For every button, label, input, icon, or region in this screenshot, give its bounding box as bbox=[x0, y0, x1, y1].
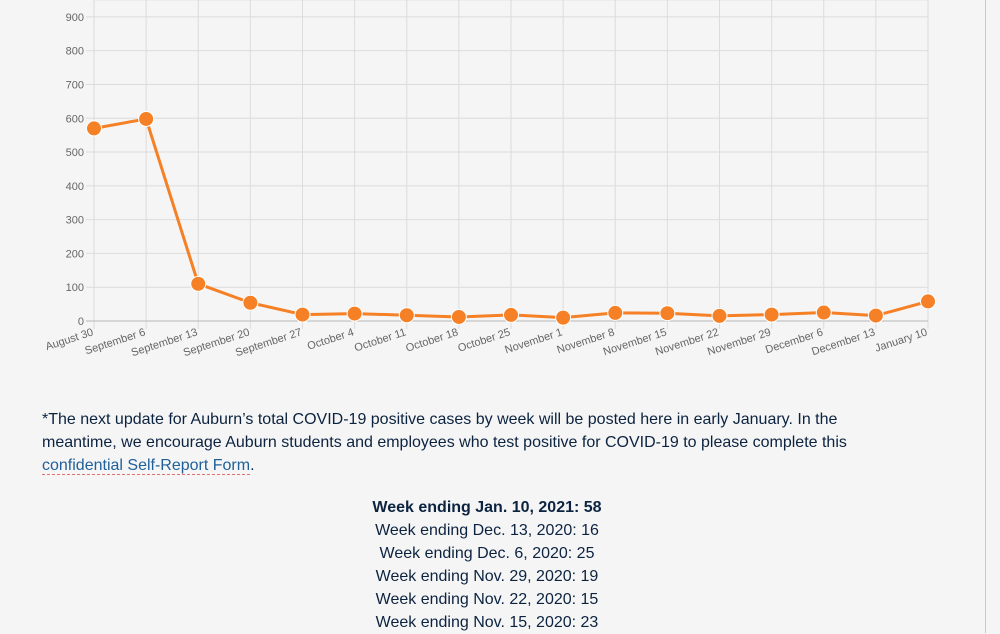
data-point bbox=[190, 275, 207, 292]
y-tick-label: 600 bbox=[66, 113, 84, 125]
y-tick-label: 500 bbox=[66, 147, 84, 159]
x-tick-label: November 1 bbox=[503, 326, 564, 356]
week-line: Week ending Nov. 29, 2020: 19 bbox=[375, 568, 599, 585]
data-point bbox=[242, 294, 259, 311]
y-tick-label: 300 bbox=[66, 215, 84, 227]
weekly-case-list: Week ending Jan. 10, 2021: 58 Week endin… bbox=[287, 496, 687, 634]
data-point bbox=[659, 305, 676, 322]
data-point bbox=[86, 120, 102, 137]
data-point bbox=[711, 307, 728, 324]
y-tick-label: 200 bbox=[66, 248, 84, 260]
data-point bbox=[763, 306, 780, 323]
x-tick-label: October 18 bbox=[404, 326, 459, 354]
data-point bbox=[607, 304, 624, 321]
data-point bbox=[346, 305, 363, 322]
x-tick-label: January 10 bbox=[873, 326, 928, 354]
update-note: *The next update for Auburn’s total COVI… bbox=[42, 408, 912, 477]
week-line: Week ending Jan. 10, 2021: 58 bbox=[372, 499, 602, 516]
x-tick-label: October 25 bbox=[456, 326, 511, 354]
y-tick-label: 100 bbox=[66, 282, 84, 294]
data-point bbox=[920, 293, 936, 310]
y-tick-label: 700 bbox=[66, 79, 84, 91]
y-tick-label: 400 bbox=[66, 181, 84, 193]
x-tick-label: October 4 bbox=[306, 326, 356, 352]
update-note-end: . bbox=[250, 457, 255, 474]
week-line: Week ending Nov. 22, 2020: 15 bbox=[375, 591, 599, 608]
cases-series bbox=[86, 110, 936, 326]
y-tick-label: 900 bbox=[66, 12, 84, 24]
y-axis-tick-labels: 0 100 200 300 400 500 600 700 800 900 bbox=[66, 12, 84, 328]
data-point bbox=[555, 309, 572, 326]
data-point bbox=[294, 306, 311, 323]
data-point bbox=[503, 306, 519, 323]
covid-cases-line-chart: 0 100 200 300 400 500 600 700 800 900 August 30Se… bbox=[44, 0, 936, 359]
week-line: Week ending Dec. 6, 2020: 25 bbox=[379, 545, 595, 562]
data-point bbox=[398, 307, 415, 324]
x-tick-label: October 11 bbox=[353, 326, 408, 354]
data-point bbox=[138, 110, 155, 127]
self-report-form-link[interactable]: confidential Self-Report Form bbox=[42, 457, 251, 475]
week-line: Week ending Nov. 15, 2020: 23 bbox=[375, 614, 599, 631]
y-tick-label: 800 bbox=[66, 46, 84, 58]
data-point bbox=[815, 304, 832, 321]
week-line: Week ending Dec. 13, 2020: 16 bbox=[375, 522, 599, 539]
chart-grid bbox=[86, 0, 929, 329]
page-right-border bbox=[985, 0, 986, 633]
update-note-text: *The next update for Auburn’s total COVI… bbox=[42, 411, 847, 451]
data-point bbox=[867, 307, 884, 324]
data-point bbox=[450, 308, 467, 325]
y-tick-label: 0 bbox=[78, 316, 84, 328]
